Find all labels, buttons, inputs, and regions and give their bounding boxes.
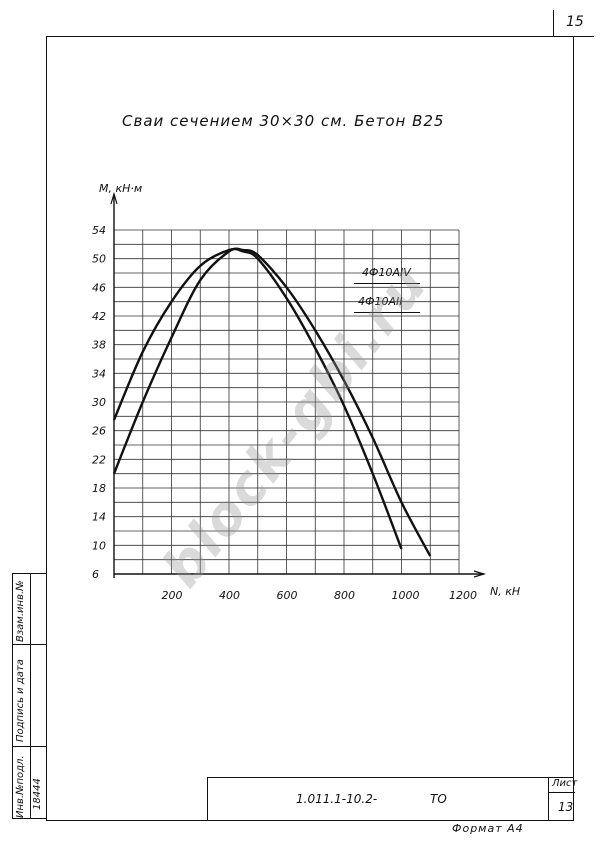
stamp-inv-podl-label: Инв.№подл. xyxy=(15,755,26,818)
sheet-number: 13 xyxy=(558,800,574,814)
stamp-signature-date-label: Подпись и дата xyxy=(15,659,26,742)
y-axis-title: M, кН·м xyxy=(99,182,142,195)
stamp-divider xyxy=(30,574,32,818)
title-block-divider xyxy=(548,778,550,821)
y-tick-label: 34 xyxy=(92,367,106,380)
y-tick-label: 14 xyxy=(92,511,106,524)
y-tick-label: 22 xyxy=(92,453,106,466)
x-tick-label: 600 xyxy=(277,589,298,602)
document-type: ТО xyxy=(430,792,447,806)
legend-item-2: 4Ф10АII xyxy=(358,295,403,308)
y-tick-label: 38 xyxy=(92,339,106,352)
stamp-vzam-inv-label: Взам.инв.№ xyxy=(15,580,26,642)
stamp-divider xyxy=(13,746,47,748)
y-tick-label: 54 xyxy=(92,224,106,237)
stamp-inv-podl-value: 18444 xyxy=(32,778,43,810)
title-block-divider xyxy=(548,792,575,794)
y-tick-label: 26 xyxy=(92,425,106,438)
x-tick-label: 1000 xyxy=(392,589,420,602)
y-tick-label: 46 xyxy=(92,281,106,294)
title-block: 1.011.1-10.2- ТО Лист 13 xyxy=(207,777,578,821)
y-tick-label: 18 xyxy=(92,482,106,495)
x-tick-label: 200 xyxy=(162,589,183,602)
y-tick-label: 10 xyxy=(92,539,106,552)
legend-underline-1 xyxy=(354,283,420,285)
document-code: 1.011.1-10.2- xyxy=(296,792,378,806)
x-axis-arrow xyxy=(473,570,487,578)
y-axis-arrow xyxy=(110,191,118,205)
legend-item-1: 4Ф10АIV xyxy=(362,266,411,279)
x-axis-title: N, кН xyxy=(490,585,520,598)
x-tick-label: 400 xyxy=(219,589,240,602)
y-tick-label: 42 xyxy=(92,310,106,323)
format-label: Формат А4 xyxy=(452,822,524,835)
y-tick-label: 30 xyxy=(92,396,106,409)
x-tick-label: 1200 xyxy=(449,589,477,602)
drawing-frame xyxy=(46,36,574,821)
sheet-label: Лист xyxy=(552,778,578,789)
y-tick-label: 50 xyxy=(92,253,106,266)
stamp-strip: Взам.инв.№ Подпись и дата Инв.№подл. 184… xyxy=(12,573,47,819)
y-tick-label: 6 xyxy=(92,568,99,581)
page-number: 15 xyxy=(566,14,584,30)
series-line-1 xyxy=(112,247,432,557)
x-tick-label: 800 xyxy=(334,589,355,602)
series-line-2 xyxy=(112,247,403,550)
stamp-divider xyxy=(13,644,47,646)
legend-underline-2 xyxy=(354,312,420,314)
drawing-heading: Сваи сечением 30×30 см. Бетон В25 xyxy=(122,112,445,130)
